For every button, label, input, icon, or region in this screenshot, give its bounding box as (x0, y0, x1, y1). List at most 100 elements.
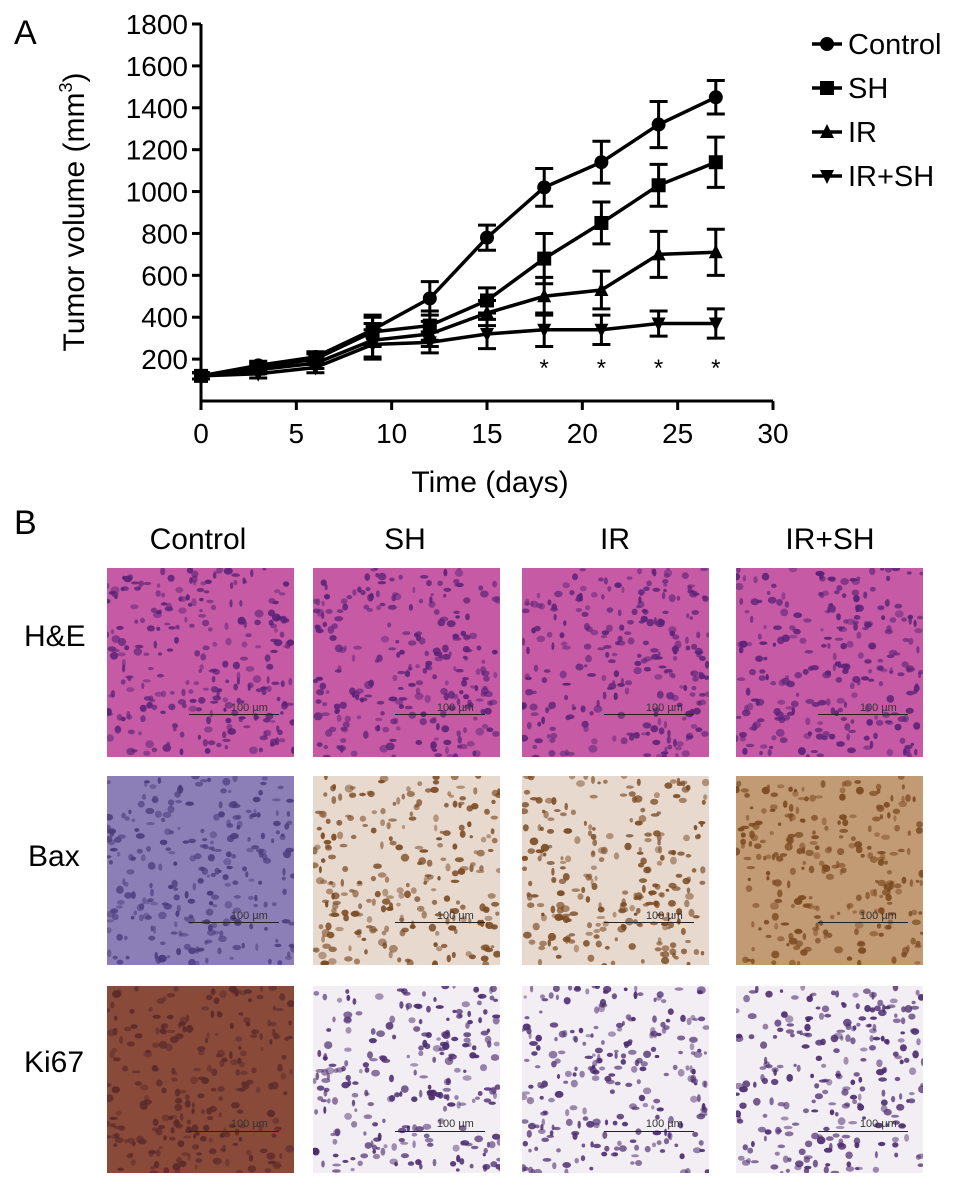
tumor-volume-chart: 0 5 10 15 20 25 30 200 400 600 800 1000 1200 1400 1600… (56, 9, 942, 499)
data-point (651, 317, 666, 332)
panel-label-a: A (14, 14, 37, 52)
data-point (422, 291, 437, 306)
scale-bar (604, 922, 695, 924)
column-header-control: Control (149, 523, 247, 556)
x-tick-label: 30 (757, 418, 788, 449)
y-tick-label: 600 (141, 260, 188, 291)
scale-bar-label: 100 µm (436, 909, 474, 922)
series-line (200, 250, 716, 378)
x-tick-label: 10 (376, 418, 407, 449)
micrograph-ki67-ir: 100 µm (522, 986, 709, 1173)
data-point (422, 336, 437, 351)
micrograph-texture (313, 568, 500, 757)
data-point (251, 367, 266, 382)
legend-marker (820, 124, 834, 138)
data-point (480, 305, 494, 320)
series-line (200, 160, 717, 378)
scale-bar (189, 1130, 280, 1132)
y-axis-label-main: Tumor volume (mm (58, 93, 91, 352)
x-tick-label: 15 (471, 418, 502, 449)
data-point (537, 251, 552, 266)
micrograph-bax-control: 100 µm (107, 776, 294, 965)
legend-label: IR (848, 117, 877, 149)
scale-bar (604, 714, 695, 716)
y-axis-label: Tumor volume (mm3) (56, 73, 91, 352)
scale-bar (189, 714, 280, 716)
scale-bar-label: 100 µm (645, 909, 683, 922)
series-ir (192, 227, 725, 382)
scale-bar (395, 922, 486, 924)
data-point (194, 369, 208, 384)
y-tick-label: 1200 (126, 135, 188, 166)
scale-bar-label: 100 µm (859, 1118, 897, 1130)
micrograph-texture (522, 986, 709, 1173)
scale-bar (395, 1130, 486, 1132)
micrograph-texture (107, 568, 294, 757)
micrograph-bax-ir: 100 µm (522, 776, 709, 965)
scale-bar-label: 100 µm (230, 701, 268, 714)
data-point (308, 361, 323, 376)
data-point (594, 155, 609, 170)
scale-bar-label: 100 µm (230, 909, 268, 922)
data-point (594, 323, 609, 338)
series-ir-sh (192, 307, 725, 384)
micrograph-texture (107, 776, 294, 965)
micrograph-he-ir-sh: 100 µm (736, 568, 923, 757)
data-point (708, 317, 723, 332)
micrograph-ki67-control: 100 µm (107, 986, 294, 1173)
micrograph-he-sh: 100 µm (313, 568, 500, 757)
micrograph-ki67-sh: 100 µm (313, 986, 500, 1173)
y-tick-label: 1400 (126, 93, 188, 124)
data-point (480, 327, 494, 342)
data-point (651, 178, 666, 193)
panel-label-b: B (14, 504, 37, 542)
y-axis-label-close: ) (58, 73, 91, 83)
data-point (480, 230, 494, 245)
y-tick-label: 1800 (126, 9, 188, 40)
x-tick-label: 0 (193, 418, 209, 449)
scale-bar (604, 1130, 695, 1132)
data-point (651, 117, 666, 132)
y-tick-label: 1600 (126, 51, 188, 82)
micrograph-texture (522, 568, 709, 757)
micrograph-texture (313, 776, 500, 965)
legend-marker (820, 37, 834, 51)
row-header-bax: Bax (28, 840, 80, 873)
x-tick-label: 20 (567, 418, 598, 449)
data-point (708, 244, 723, 259)
data-point (537, 180, 552, 195)
data-point (537, 323, 552, 338)
micrograph-he-control: 100 µm (107, 568, 294, 757)
chart-plot-area: * * * * (192, 79, 725, 384)
significance-asterisk: * (654, 355, 663, 382)
scale-bar-label: 100 µm (436, 701, 474, 714)
series-sh (192, 135, 725, 383)
micrograph-texture (736, 986, 923, 1173)
row-header-h-e: H&E (24, 620, 86, 653)
row-header-ki67: Ki67 (24, 1046, 85, 1079)
x-tick-label: 25 (662, 418, 693, 449)
micrograph-bax-ir-sh: 100 µm (736, 776, 923, 965)
data-point (537, 288, 552, 303)
micrograph-texture (522, 776, 709, 965)
chart-axes: 0 5 10 15 20 25 30 200 400 600 800 1000 1200 1400 1600… (126, 9, 789, 449)
column-header-ir: IR (600, 523, 630, 556)
series-line (200, 95, 717, 378)
x-axis-label: Time (days) (411, 466, 568, 499)
legend-label: Control (848, 29, 942, 61)
data-point (708, 155, 723, 170)
column-header-sh: SH (384, 523, 426, 556)
y-tick-label: 1000 (126, 177, 188, 208)
y-tick-label: 200 (141, 344, 188, 375)
micrograph-bax-sh: 100 µm (313, 776, 500, 965)
scale-bar-label: 100 µm (230, 1118, 268, 1130)
significance-asterisk: * (540, 355, 549, 382)
x-tick-label: 5 (289, 418, 305, 449)
micrograph-texture (736, 776, 923, 965)
scale-bar-label: 100 µm (859, 701, 897, 714)
micrograph-texture (313, 986, 500, 1173)
legend-marker (820, 170, 834, 184)
legend-label: SH (848, 73, 888, 105)
micrograph-texture (107, 986, 294, 1173)
